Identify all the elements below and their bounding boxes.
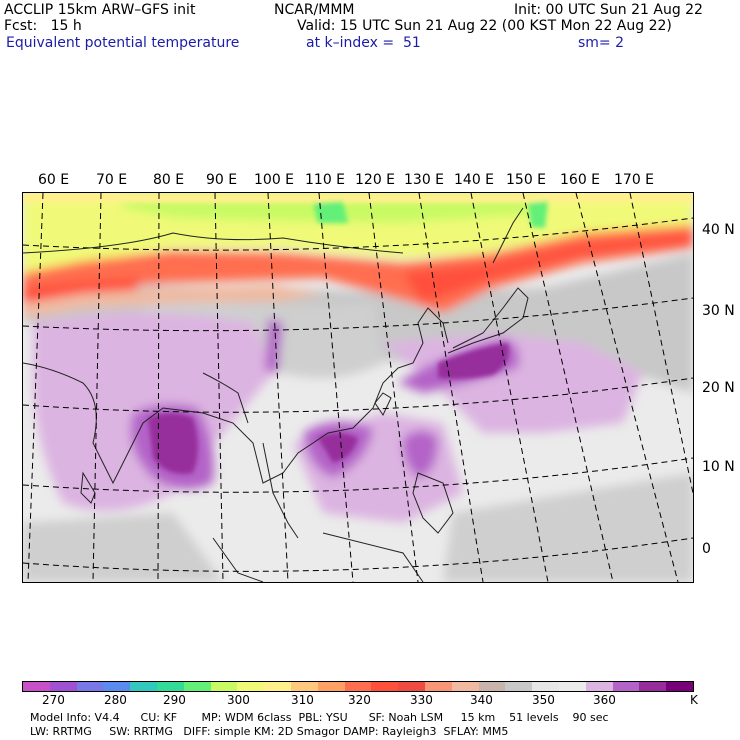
lat-label-0: 0 [702,541,711,557]
lon-label-90e: 90 E [206,172,238,188]
lon-label-110e: 110 E [305,172,346,188]
model-title: ACCLIP 15km ARW–GFS init [4,2,196,18]
colorbar-swatch [478,682,506,691]
lon-label-130e: 130 E [404,172,445,188]
colorbar-swatch [210,682,238,691]
smoothing: sm= 2 [578,35,625,51]
lon-label-70e: 70 E [96,172,128,188]
colorbar-swatch [76,682,104,691]
colorbar-tick: 310 [291,693,314,707]
model-info-line1: Model Info: V4.4 CU: KF MP: WDM 6class P… [30,711,609,724]
graticule [23,193,693,582]
colorbar-tick: 320 [348,693,371,707]
theta-e-map [22,192,694,583]
lon-label-60e: 60 E [38,172,70,188]
lon-label-140e: 140 E [454,172,495,188]
lon-label-150e: 150 E [506,172,547,188]
field-shading [23,193,693,582]
colorbar-swatch [532,682,559,691]
lon-label-170e: 170 E [614,172,655,188]
colorbar-swatch [103,682,131,691]
colorbar-swatch [156,682,184,691]
colorbar-tick: 330 [410,693,433,707]
colorbar-swatch [639,682,667,691]
map-canvas [23,193,693,582]
colorbar-swatch [317,682,345,691]
forecast-hour: Fcst: 15 h [4,18,82,34]
colorbar-swatch [585,682,613,691]
colorbar-swatch [49,682,77,691]
colorbar-tick: 290 [163,693,186,707]
colorbar-tick: 280 [104,693,127,707]
colorbar-swatch [183,682,211,691]
coastlines [23,207,529,582]
field-name: Equivalent potential temperature [6,35,240,51]
lon-label-160e: 160 E [560,172,601,188]
colorbar-swatch [451,682,479,691]
colorbar-swatch [666,682,693,691]
organization: NCAR/MMM [274,2,355,18]
colorbar-tick: 270 [42,693,65,707]
lat-label-20n: 20 N [702,380,735,396]
lon-label-120e: 120 E [355,172,396,188]
colorbar [22,681,694,692]
field-cores [23,193,693,474]
colorbar-swatch [612,682,640,691]
colorbar-swatch [237,682,265,691]
lon-label-80e: 80 E [153,172,185,188]
colorbar-swatch [398,682,425,691]
colorbar-tick: 360 [593,693,616,707]
lat-label-30n: 30 N [702,303,735,319]
colorbar-swatch [505,682,533,691]
colorbar-swatch [558,682,586,691]
colorbar-swatch [264,682,291,691]
colorbar-unit: K [690,693,698,707]
lat-label-10n: 10 N [702,459,735,475]
init-time: Init: 00 UTC Sun 21 Aug 22 [514,2,703,18]
lon-label-100e: 100 E [254,172,295,188]
colorbar-swatch [344,682,372,691]
model-info-line2: LW: RRTMG SW: RRTMG DIFF: simple KM: 2D … [30,725,509,738]
colorbar-swatch [130,682,157,691]
valid-time: Valid: 15 UTC Sun 21 Aug 22 (00 KST Mon … [297,18,672,34]
colorbar-swatch [424,682,452,691]
colorbar-swatch [290,682,318,691]
colorbar-tick: 340 [470,693,493,707]
level-index: at k–index = 51 [306,35,421,51]
colorbar-swatch [371,682,399,691]
colorbar-tick: 300 [227,693,250,707]
lat-label-40n: 40 N [702,222,735,238]
colorbar-swatch [23,682,50,691]
colorbar-tick: 350 [532,693,555,707]
